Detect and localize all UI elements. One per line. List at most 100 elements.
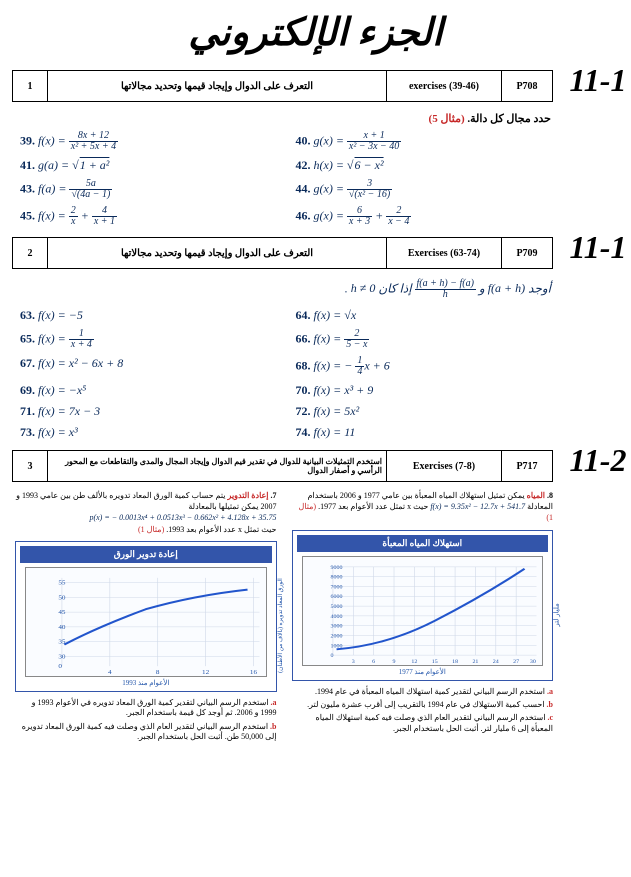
p7-num: 7. [271, 491, 277, 500]
header-table-3: 3 استخدم التمثيلات البيانية للدوال في تق… [12, 450, 553, 482]
problem-item: 41. g(a) = √1 + a² [20, 158, 276, 173]
chart-8-area: مليار لتر [302, 556, 544, 666]
col-ex: exercises (39-46) [387, 71, 502, 101]
p8-eq: f(x) = 9.35x² − 12.7x + 541.7 [430, 501, 525, 512]
problem-item: 42. h(x) = √6 − x² [296, 158, 552, 173]
sub-question: a. استخدم الرسم البياني لتقدير كمية الور… [15, 698, 277, 719]
problem-item: 44. g(x) = 3√(x² − 16) [296, 179, 552, 200]
chart-7-svg: 555045 403530 0 48 1216 [26, 568, 266, 676]
chart-7-area: الورق المعاد تدويره (بآلاف من الأطنان) 5… [25, 567, 267, 677]
p7-text: 7. إعادة التدوير يتم حساب كمية الورق الم… [15, 490, 277, 535]
problem-item: 68. f(x) = − 14x + 6 [296, 356, 552, 377]
instruction-ref: (مثال 5) [429, 113, 465, 125]
problem-item: 72. f(x) = 5x² [296, 404, 552, 419]
chart-7-ylabel: الورق المعاد تدويره (بآلاف من الأطنان) [277, 578, 284, 673]
section-3: 11-2 3 استخدم التمثيلات البيانية للدوال … [0, 450, 631, 482]
chart-8-svg: 900080007000 600050004000 300020001000 0… [303, 557, 543, 665]
svg-text:12: 12 [202, 669, 209, 675]
p8-text: 8. المياه يمكن تمثيل استهلاك المياه المع… [292, 490, 554, 524]
content-2: أوجد f(a + h) و f(a + h) − f(a)h إذا كان… [20, 279, 551, 440]
sub-question: a. استخدم الرسم البياني لتقدير كمية استه… [292, 687, 554, 697]
col-page: P708 [502, 71, 552, 101]
svg-text:6: 6 [372, 659, 375, 664]
p8-subq: a. استخدم الرسم البياني لتقدير كمية استه… [292, 687, 554, 735]
svg-text:45: 45 [58, 609, 66, 615]
word-problems: 8. المياه يمكن تمثيل استهلاك المياه المع… [15, 490, 553, 745]
side-label-3: 11-2 [563, 442, 631, 479]
chart-8-title: استهلاك المياه المعبأة [297, 535, 549, 552]
p7-post: حيث تمثل x عدد الأعوام بعد 1993. [166, 525, 276, 534]
problems-grid-1: 39. f(x) = 8x + 12x² + 5x + 4 40. g(x) = … [20, 131, 551, 227]
problem-item: 64. f(x) = √x [296, 308, 552, 323]
svg-text:21: 21 [472, 659, 478, 664]
svg-text:3: 3 [351, 659, 354, 664]
svg-text:5000: 5000 [330, 604, 342, 609]
col-num: 1 [13, 71, 48, 101]
problem-7: 7. إعادة التدوير يتم حساب كمية الورق الم… [15, 490, 277, 745]
svg-text:24: 24 [492, 659, 498, 664]
problem-item: 45. f(x) = 2x + 4x + 1 [20, 206, 276, 227]
diff-quotient: أوجد f(a + h) و f(a + h) − f(a)h إذا كان… [20, 279, 551, 300]
col-topic: التعرف على الدوال وإيجاد قيمها وتحديد مج… [48, 71, 387, 101]
problem-item: 63. f(x) = −5 [20, 308, 276, 323]
sub-question: b. احسب كمية الاستهلاك في عام 1994 بالتق… [292, 700, 554, 710]
svg-text:30: 30 [529, 659, 535, 664]
svg-text:35: 35 [58, 639, 66, 645]
p7-subq: a. استخدم الرسم البياني لتقدير كمية الور… [15, 698, 277, 743]
svg-text:27: 27 [513, 659, 519, 664]
svg-text:12: 12 [411, 659, 417, 664]
svg-text:0: 0 [330, 653, 333, 658]
chart-7: إعادة تدوير الورق الورق المعاد تدويره (ب… [15, 541, 277, 692]
sub-question: b. استخدم الرسم البياني لتقدير العام الذ… [15, 722, 277, 743]
svg-text:4000: 4000 [330, 614, 342, 619]
p7-eq: p(x) = − 0.0013x⁴ + 0.0513x³ − 0.662x² +… [89, 512, 276, 523]
col-num: 3 [13, 451, 48, 481]
header-table-1: 1 التعرف على الدوال وإيجاد قيمها وتحديد … [12, 70, 553, 102]
problem-8: 8. المياه يمكن تمثيل استهلاك المياه المع… [292, 490, 554, 745]
problem-item: 70. f(x) = x³ + 9 [296, 383, 552, 398]
p8-post: حيث x تمثل عدد الأعوام بعد 1977. [318, 502, 428, 511]
problems-grid-2: 63. f(x) = −564. f(x) = √x65. f(x) = 1x … [20, 308, 551, 440]
instruction-text: حدد مجال كل دالة. [467, 113, 551, 125]
svg-text:50: 50 [58, 595, 66, 601]
side-label-1: 11-1 [563, 62, 631, 99]
svg-text:7000: 7000 [330, 584, 342, 589]
col-topic: استخدم التمثيلات البيانية للدوال في تقدي… [48, 451, 387, 481]
chart-8: استهلاك المياه المعبأة مليار لتر [292, 530, 554, 681]
col-page: P717 [502, 451, 552, 481]
col-topic: التعرف على الدوال وإيجاد قيمها وتحديد مج… [48, 238, 387, 268]
section-1: 11-1 1 التعرف على الدوال وإيجاد قيمها وت… [0, 70, 631, 227]
svg-text:18: 18 [452, 659, 458, 664]
chart-7-xlabel: الأعوام منذ 1993 [20, 679, 272, 687]
svg-text:1000: 1000 [330, 643, 342, 648]
chart-8-xlabel: الأعوام منذ 1977 [297, 668, 549, 676]
svg-text:2000: 2000 [330, 633, 342, 638]
side-label-2: 11-1 [563, 229, 631, 266]
problem-item: 46. g(x) = 6x + 3 + 2x − 4 [296, 206, 552, 227]
problem-item: 73. f(x) = x³ [20, 425, 276, 440]
problem-item: 74. f(x) = 11 [296, 425, 552, 440]
main-title: الجزء الإلكتروني [0, 0, 631, 70]
problem-item: 39. f(x) = 8x + 12x² + 5x + 4 [20, 131, 276, 152]
p7-ref: (مثال 1) [138, 525, 164, 534]
svg-text:8000: 8000 [330, 575, 342, 580]
p7-key: إعادة التدوير [228, 491, 269, 500]
problem-item: 69. f(x) = −x⁵ [20, 383, 276, 398]
content-1: حدد مجال كل دالة. (مثال 5) 39. f(x) = 8x… [20, 112, 551, 227]
svg-text:55: 55 [58, 580, 66, 586]
chart-8-ylabel: مليار لتر [553, 603, 561, 627]
svg-text:30: 30 [58, 654, 66, 660]
col-page: P709 [502, 238, 552, 268]
svg-text:16: 16 [250, 669, 258, 675]
problem-item: 43. f(a) = 5a√(4a − 1) [20, 179, 276, 200]
p8-num: 8. [547, 491, 553, 500]
svg-text:8: 8 [156, 669, 160, 675]
svg-text:15: 15 [431, 659, 437, 664]
header-table-2: 2 التعرف على الدوال وإيجاد قيمها وتحديد … [12, 237, 553, 269]
col-num: 2 [13, 238, 48, 268]
problem-item: 66. f(x) = 25 − x [296, 329, 552, 350]
problem-item: 40. g(x) = x + 1x² − 3x − 40 [296, 131, 552, 152]
svg-text:3000: 3000 [330, 624, 342, 629]
sub-question: c. استخدم الرسم البياني لتقدير العام الذ… [292, 713, 554, 734]
p8-key: المياه [527, 491, 545, 500]
